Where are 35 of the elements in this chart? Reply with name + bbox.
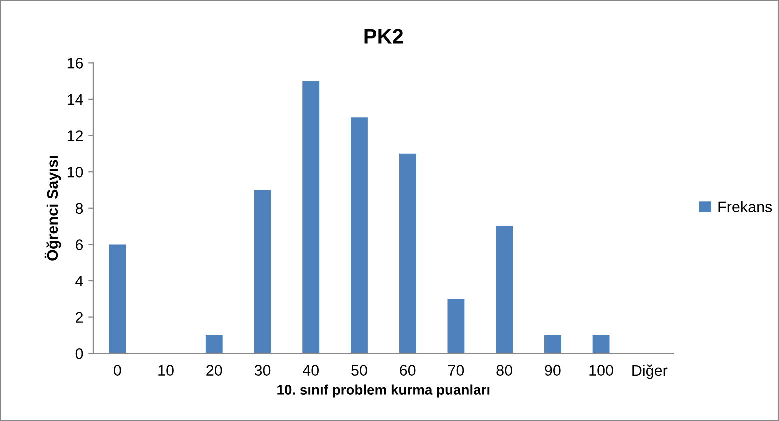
x-tick-label: 20	[206, 365, 222, 376]
x-tick-label: 50	[352, 365, 368, 376]
legend-label: Frekans	[718, 201, 772, 212]
y-tick-label: 0	[76, 348, 84, 360]
y-tick-label: 6	[76, 240, 84, 250]
bar	[254, 190, 272, 354]
x-tick-label: 40	[302, 365, 320, 376]
bar	[351, 118, 368, 354]
bar	[302, 81, 320, 354]
chart-title: PK2	[364, 29, 404, 44]
x-tick-label: 0	[114, 365, 122, 376]
bar	[109, 244, 126, 354]
x-tick-label: 30	[254, 365, 271, 376]
x-tick-label: 60	[400, 365, 416, 376]
bar	[399, 154, 416, 354]
x-tick-label: 10	[158, 365, 174, 376]
y-tick-label: 10	[68, 166, 84, 178]
bar	[592, 335, 610, 354]
bar	[496, 226, 514, 354]
y-tick-label: 12	[68, 130, 83, 142]
y-tick-label: 8	[76, 203, 84, 214]
x-axis-title: 10. sınıf problem kurma puanları	[278, 384, 490, 398]
bar	[448, 299, 465, 354]
x-tick-label: Diğer	[632, 364, 668, 380]
y-axis-title: Öğrenci Sayısı	[44, 156, 62, 261]
x-tick-label: 70	[448, 365, 464, 376]
y-tick-label: 4	[76, 276, 84, 287]
y-tick-label: 14	[68, 94, 84, 105]
y-tick-label: 16	[68, 58, 84, 69]
bar	[544, 335, 562, 354]
x-tick-label: 90	[545, 365, 561, 376]
x-tick-label: 100	[590, 365, 614, 376]
y-tick-label: 2	[76, 312, 83, 323]
x-tick-label: 80	[496, 365, 512, 376]
bar	[206, 335, 223, 354]
